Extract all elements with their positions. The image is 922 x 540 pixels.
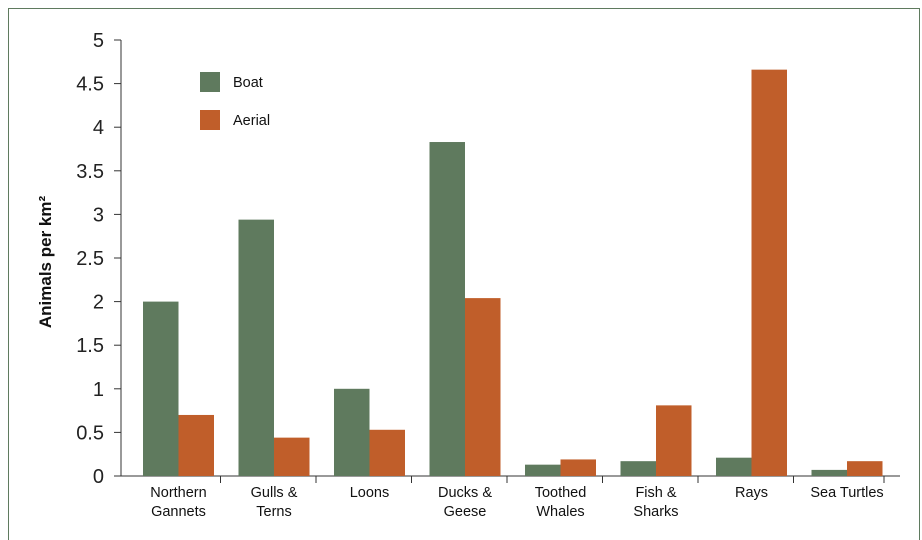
bar-aerial-6 bbox=[751, 69, 787, 476]
y-tick-label: 1 bbox=[93, 379, 104, 401]
x-category-label: Geese bbox=[444, 504, 487, 520]
x-category-label: Gannets bbox=[151, 504, 206, 520]
legend-swatch-aerial bbox=[200, 110, 220, 130]
legend-label-boat: Boat bbox=[233, 75, 263, 91]
bar-boat-1 bbox=[238, 219, 274, 476]
x-category-label: Ducks & bbox=[438, 485, 492, 501]
y-tick-label: 1.5 bbox=[76, 335, 104, 357]
y-tick-label: 0 bbox=[93, 466, 104, 488]
bar-boat-6 bbox=[716, 457, 752, 476]
bar-aerial-0 bbox=[178, 414, 214, 476]
bar-boat-3 bbox=[429, 142, 465, 477]
legend-label-aerial: Aerial bbox=[233, 113, 270, 129]
y-tick-label: 4.5 bbox=[76, 74, 104, 96]
bar-boat-4 bbox=[525, 464, 561, 476]
bar-boat-7 bbox=[811, 469, 847, 476]
x-category-label: Gulls & bbox=[251, 485, 298, 501]
x-category-label: Terns bbox=[256, 504, 291, 520]
x-category-label: Sea Turtles bbox=[810, 485, 883, 501]
x-category-label: Toothed bbox=[535, 485, 587, 501]
y-tick-label: 2 bbox=[93, 292, 104, 314]
legend-swatch-boat bbox=[200, 72, 220, 92]
bar-aerial-3 bbox=[465, 298, 501, 476]
chart-frame bbox=[8, 8, 920, 540]
y-tick-label: 5 bbox=[93, 30, 104, 52]
bar-aerial-5 bbox=[656, 405, 692, 476]
bar-boat-5 bbox=[620, 461, 656, 476]
x-category-label: Fish & bbox=[635, 485, 676, 501]
bar-aerial-4 bbox=[560, 459, 596, 476]
x-category-label: Northern bbox=[150, 485, 206, 501]
x-category-label: Whales bbox=[536, 504, 584, 520]
y-tick-label: 0.5 bbox=[76, 422, 104, 444]
bar-boat-2 bbox=[334, 388, 370, 476]
y-axis-label: Animals per km² bbox=[36, 196, 55, 329]
y-tick-label: 2.5 bbox=[76, 248, 104, 270]
y-tick-label: 3.5 bbox=[76, 161, 104, 183]
x-category-label: Rays bbox=[735, 485, 768, 501]
x-category-label: Sharks bbox=[633, 504, 678, 520]
bar-aerial-1 bbox=[274, 437, 310, 476]
bar-aerial-7 bbox=[847, 461, 883, 476]
x-category-label: Loons bbox=[350, 485, 390, 501]
y-tick-label: 4 bbox=[93, 117, 104, 139]
bar-boat-0 bbox=[143, 301, 179, 476]
bar-aerial-2 bbox=[369, 429, 405, 476]
y-tick-label: 3 bbox=[93, 204, 104, 226]
